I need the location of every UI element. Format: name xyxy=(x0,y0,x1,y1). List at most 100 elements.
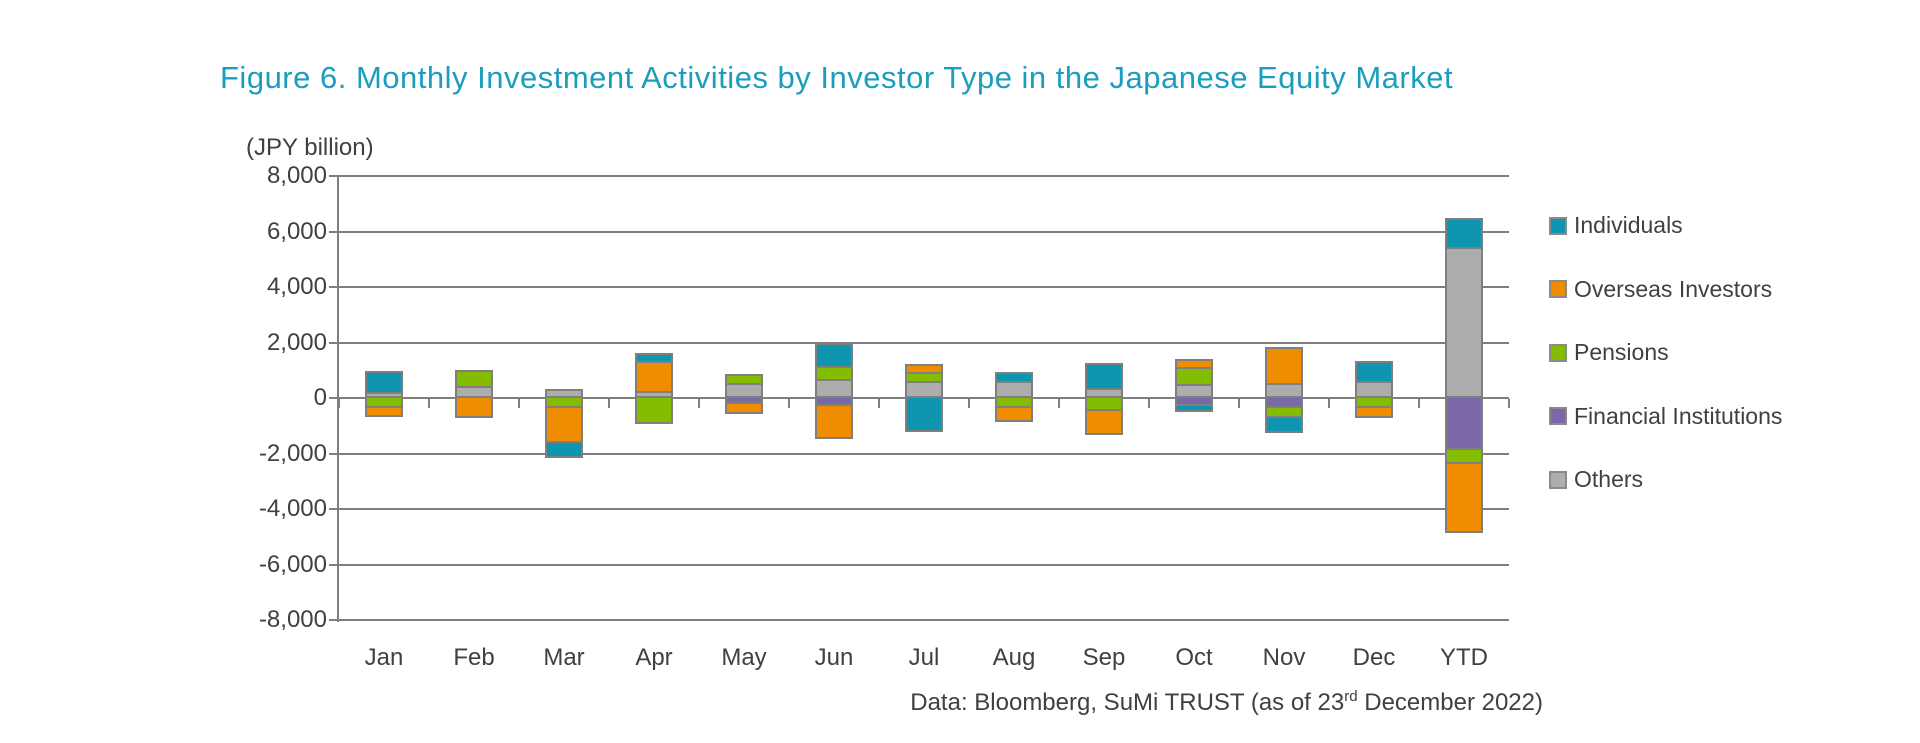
bar-segment-jul-pensions xyxy=(907,371,941,382)
bar-segment-feb-pensions xyxy=(457,371,491,386)
y-tick-label: 4,000 xyxy=(266,273,327,300)
bar-segment-sep-individuals xyxy=(1087,364,1121,389)
x-axis-tick xyxy=(338,399,340,408)
y-tick-label: -4,000 xyxy=(258,495,327,522)
bar-segment-jan-others xyxy=(367,392,401,398)
bar-segment-nov-pensions xyxy=(1267,406,1301,417)
legend-item-individuals: Individuals xyxy=(1549,212,1683,239)
bar-segment-dec-pensions xyxy=(1357,398,1391,407)
x-tick-label: Jan xyxy=(364,644,404,671)
bar-negative-stack-jan xyxy=(365,396,403,417)
bar-positive-stack-nov xyxy=(1265,347,1303,400)
bar-segment-oct-overseas-investors xyxy=(1177,360,1211,368)
y-tick-label: -8,000 xyxy=(258,606,327,633)
legend-item-financial-institutions: Financial Institutions xyxy=(1549,403,1782,430)
y-tick-label: 0 xyxy=(313,384,327,411)
bar-segment-ytd-individuals xyxy=(1447,220,1481,247)
figure-title: Figure 6. Monthly Investment Activities … xyxy=(220,60,1454,95)
bar-segment-nov-overseas-investors xyxy=(1267,349,1301,383)
x-axis-tick xyxy=(878,399,880,408)
y-axis-tick xyxy=(329,563,339,566)
bar-segment-sep-overseas-investors xyxy=(1087,409,1121,433)
bar-negative-stack-may xyxy=(725,396,763,414)
bar-segment-dec-overseas-investors xyxy=(1357,406,1391,417)
x-axis-tick xyxy=(428,399,430,408)
source-note: Data: Bloomberg, SuMi TRUST (as of 23rd … xyxy=(0,688,1543,717)
bar-segment-jul-others xyxy=(907,381,941,398)
x-axis-tick xyxy=(1148,399,1150,408)
bar-segment-oct-pensions xyxy=(1177,367,1211,385)
bar-segment-apr-overseas-investors xyxy=(637,360,671,392)
bar-segment-jan-overseas-investors xyxy=(367,406,401,415)
bar-segment-sep-others xyxy=(1087,388,1121,398)
axis-unit-label: (JPY billion) xyxy=(246,134,374,161)
x-tick-label: Apr xyxy=(635,644,673,671)
bar-segment-oct-individuals xyxy=(1177,403,1211,411)
gridline xyxy=(339,563,1509,566)
x-axis-tick xyxy=(1328,399,1330,408)
y-axis-tick xyxy=(329,397,339,399)
bar-segment-jul-overseas-investors xyxy=(907,366,941,372)
bar-positive-stack-jan xyxy=(365,371,403,400)
bar-segment-oct-others xyxy=(1177,384,1211,398)
bar-negative-stack-apr xyxy=(635,396,673,424)
gridline xyxy=(339,286,1509,288)
y-axis-tick xyxy=(329,341,339,344)
gridline xyxy=(339,341,1509,344)
legend-item-overseas-investors: Overseas Investors xyxy=(1549,276,1772,303)
source-note-text-end: December 2022) xyxy=(1357,689,1543,716)
legend-swatch-overseas-investors xyxy=(1549,280,1567,298)
x-tick-label: Feb xyxy=(453,644,495,671)
bar-negative-stack-jun xyxy=(815,396,853,439)
bar-segment-ytd-pensions xyxy=(1447,447,1481,462)
legend-swatch-financial-institutions xyxy=(1549,407,1567,425)
bar-segment-jan-individuals xyxy=(367,373,401,393)
bar-segment-jun-individuals xyxy=(817,345,851,367)
gridline xyxy=(339,508,1509,510)
bar-positive-stack-ytd xyxy=(1445,218,1483,400)
x-tick-label: Dec xyxy=(1352,644,1396,671)
x-tick-label: Jul xyxy=(908,644,940,671)
bar-segment-may-financial-institutions xyxy=(727,398,761,403)
bar-segment-nov-others xyxy=(1267,382,1301,398)
legend-item-pensions: Pensions xyxy=(1549,339,1669,366)
legend-label: Overseas Investors xyxy=(1574,275,1773,302)
bar-negative-stack-ytd xyxy=(1445,396,1483,534)
bar-segment-mar-pensions xyxy=(547,398,581,407)
bar-segment-sep-pensions xyxy=(1087,398,1121,410)
x-tick-label: Nov xyxy=(1262,644,1306,671)
bar-segment-mar-others xyxy=(547,391,581,398)
gridline xyxy=(339,452,1509,455)
bar-segment-aug-individuals xyxy=(997,374,1031,382)
bar-positive-stack-oct xyxy=(1175,358,1213,400)
bar-positive-stack-jun xyxy=(815,343,853,400)
y-tick-label: 8,000 xyxy=(266,162,327,189)
bar-segment-dec-individuals xyxy=(1357,363,1391,382)
x-axis-tick xyxy=(608,399,610,408)
bar-segment-jun-overseas-investors xyxy=(817,403,851,437)
bar-segment-mar-individuals xyxy=(547,441,581,457)
bar-segment-ytd-others xyxy=(1447,246,1481,398)
legend-swatch-pensions xyxy=(1549,343,1567,362)
bar-negative-stack-jul xyxy=(905,396,943,432)
legend-swatch-others xyxy=(1549,470,1567,489)
bar-segment-jul-individuals xyxy=(907,398,941,430)
y-axis-tick xyxy=(329,508,339,510)
bar-negative-stack-feb xyxy=(455,396,493,419)
y-axis-tick xyxy=(329,452,339,455)
bar-negative-stack-sep xyxy=(1085,396,1123,435)
bar-segment-ytd-overseas-investors xyxy=(1447,461,1481,532)
bar-positive-stack-apr xyxy=(635,352,673,400)
x-axis-tick xyxy=(698,399,700,408)
bar-segment-aug-pensions xyxy=(997,398,1031,407)
x-axis-tick xyxy=(518,399,520,408)
legend-label: Individuals xyxy=(1574,212,1683,238)
bar-positive-stack-sep xyxy=(1085,362,1123,400)
y-axis-tick xyxy=(329,286,339,288)
x-tick-label: Jun xyxy=(814,644,854,671)
y-axis-tick xyxy=(329,230,339,233)
bar-segment-apr-individuals xyxy=(637,354,671,361)
bar-negative-stack-aug xyxy=(995,396,1033,423)
bar-segment-aug-others xyxy=(997,381,1031,398)
y-tick-label: 6,000 xyxy=(266,217,327,245)
